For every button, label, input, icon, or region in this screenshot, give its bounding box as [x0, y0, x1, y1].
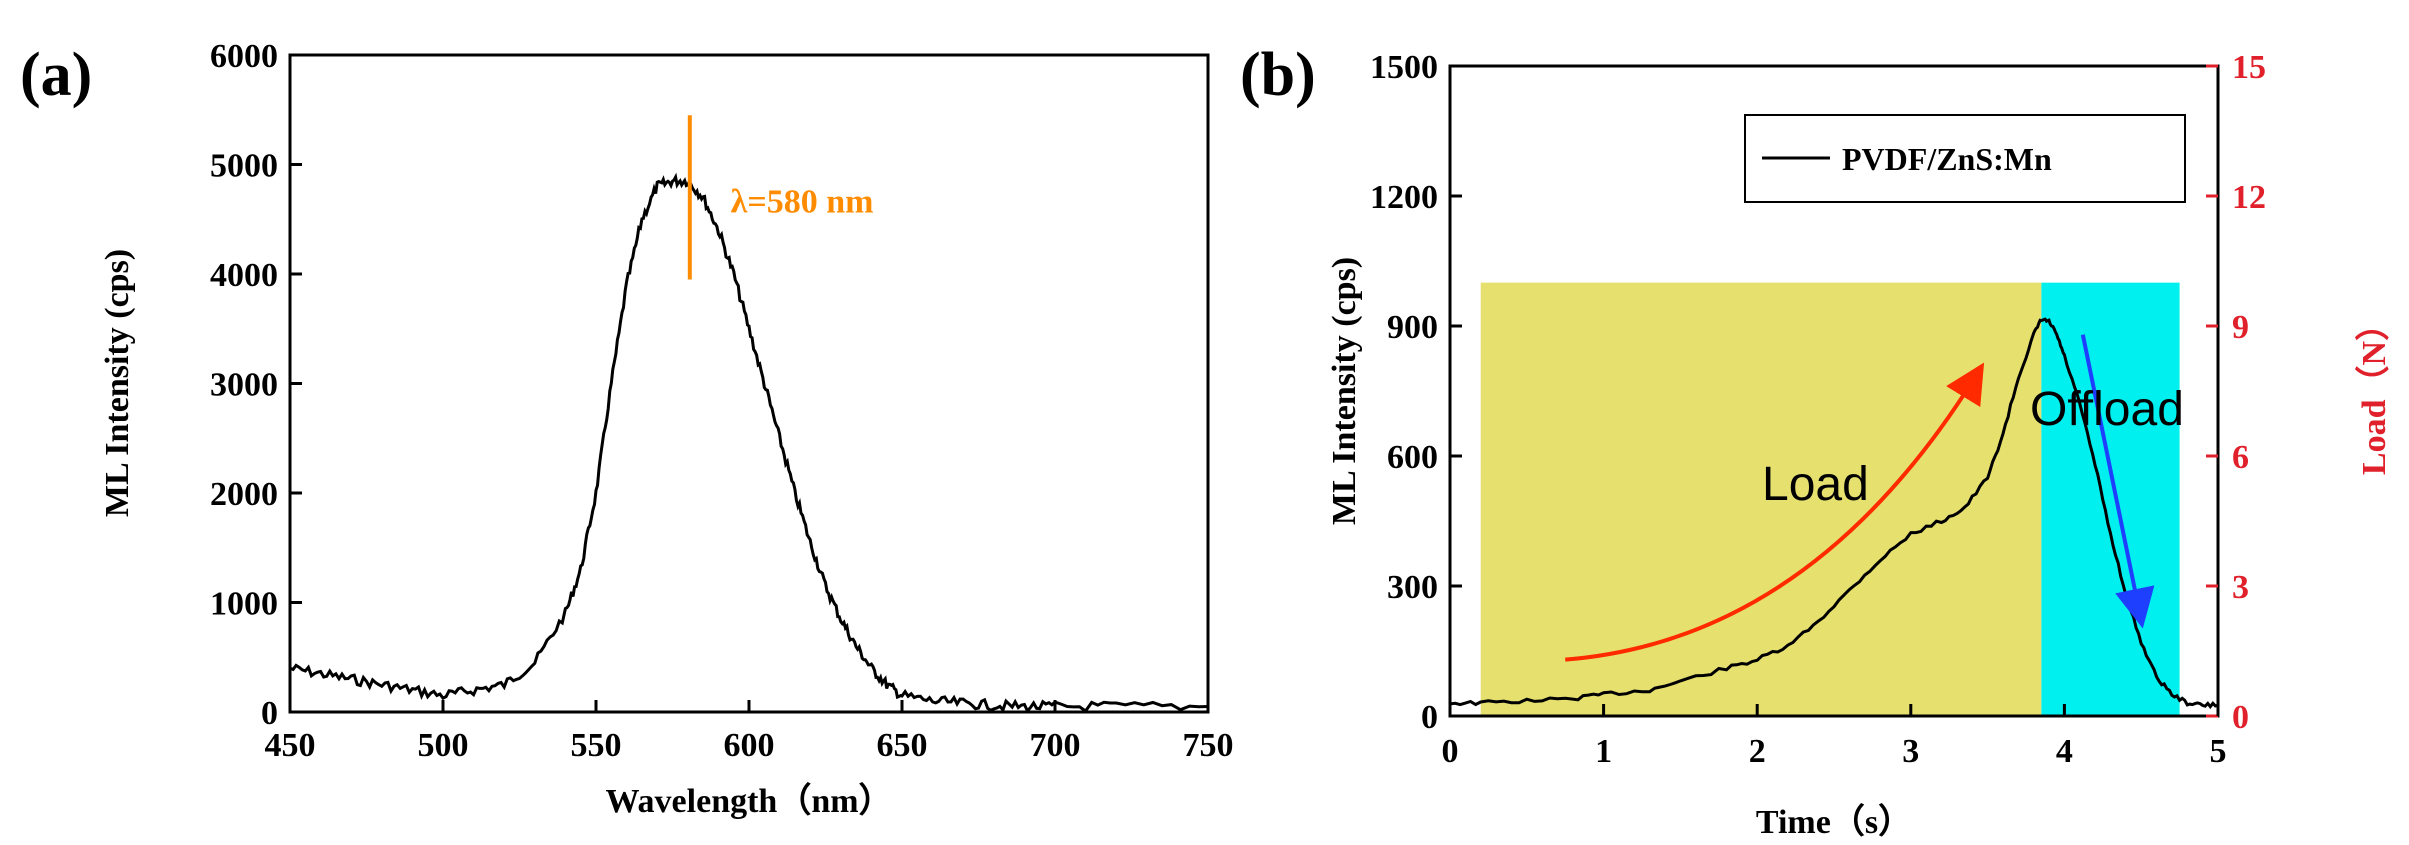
chart-b-xlabel: Time（s）	[1756, 802, 1912, 841]
peak-annotation: λ=580 nm	[731, 184, 874, 221]
chart-b-y2tick-label: 6	[2232, 439, 2249, 476]
chart-b-ytick-label: 900	[1387, 309, 1438, 346]
chart-a-xtick-label: 700	[1030, 727, 1081, 764]
chart-a-ylabel: ML Intensity (cps)	[99, 249, 136, 517]
chart-a-xtick-label: 550	[571, 727, 622, 764]
panel-b-label: (b)	[1240, 41, 1316, 109]
chart-b-ylabel: ML Intensity (cps)	[1326, 257, 1363, 525]
chart-a-ytick-label: 3000	[210, 367, 278, 404]
chart-a-xtick-label: 500	[418, 727, 469, 764]
chart-a-ytick-label: 2000	[210, 476, 278, 513]
offload-region-label: Offload	[2030, 383, 2184, 436]
offload-arrow	[2080, 334, 2155, 629]
chart-b-xtick-label: 3	[1902, 733, 1919, 770]
chart-a-xtick-label: 600	[724, 727, 775, 764]
chart-b-y2tick-label: 9	[2232, 309, 2249, 346]
load-arrow	[1565, 362, 1985, 662]
chart-a-frame	[288, 53, 1210, 714]
chart-a: 0 1000 2000 3000 4000 5000 6000 450 500 550 600 65…	[99, 38, 1234, 820]
legend-entry: PVDF/ZnS:Mn	[1842, 141, 2052, 177]
chart-b-xtick-label: 2	[1749, 733, 1766, 770]
chart-b-y2tick-label: 3	[2232, 569, 2249, 606]
chart-a-ytick-label: 5000	[210, 148, 278, 185]
load-region-label: Load	[1762, 458, 1869, 511]
chart-b-y2tick-label: 12	[2232, 179, 2266, 216]
chart-a-xtick-label: 750	[1183, 727, 1234, 764]
chart-b-xtick-label: 1	[1595, 733, 1612, 770]
chart-a-xtick-label: 650	[877, 727, 928, 764]
chart-a-xtick-label: 450	[265, 727, 316, 764]
chart-b-x-ticks: 0 1 2 3 4 5	[1442, 704, 2227, 770]
chart-b-y2tick-label: 0	[2232, 699, 2249, 736]
chart-b-legend: PVDF/ZnS:Mn	[1744, 114, 2186, 203]
chart-a-ytick-label: 6000	[210, 38, 278, 75]
chart-b-ytick-label: 600	[1387, 439, 1438, 476]
chart-b-ytick-label: 1200	[1370, 179, 1438, 216]
chart-a-ytick-label: 4000	[210, 257, 278, 294]
chart-b-y2-ticks: 0 3 6 9 12 15	[2206, 49, 2266, 736]
chart-a-series-line	[289, 172, 1209, 714]
chart-b-ytick-label: 0	[1421, 699, 1438, 736]
chart-b-ytick-label: 300	[1387, 569, 1438, 606]
chart-a-ytick-label: 1000	[210, 586, 278, 623]
chart-a-ytick-label: 0	[261, 695, 278, 732]
chart-a-y-ticks: 0 1000 2000 3000 4000 5000 6000	[210, 38, 302, 732]
chart-b-xtick-label: 0	[1442, 733, 1459, 770]
chart-b-xtick-label: 5	[2210, 733, 2227, 770]
chart-b-ytick-label: 1500	[1370, 49, 1438, 86]
chart-a-x-ticks: 450 500 550 600 650 700 750	[265, 700, 1234, 764]
chart-b-frame	[1448, 64, 2220, 718]
load-region	[1480, 282, 2042, 716]
chart-b-y-ticks: 0 300 600 900 1200 1500	[1370, 49, 1462, 736]
chart-b-xtick-label: 4	[2056, 733, 2073, 770]
panel-a-label: (a)	[20, 41, 92, 109]
chart-a-xlabel: Wavelength（nm）	[605, 781, 892, 820]
chart-b-y2tick-label: 15	[2232, 49, 2266, 86]
chart-b-y2label: Load（N）	[2354, 307, 2393, 475]
